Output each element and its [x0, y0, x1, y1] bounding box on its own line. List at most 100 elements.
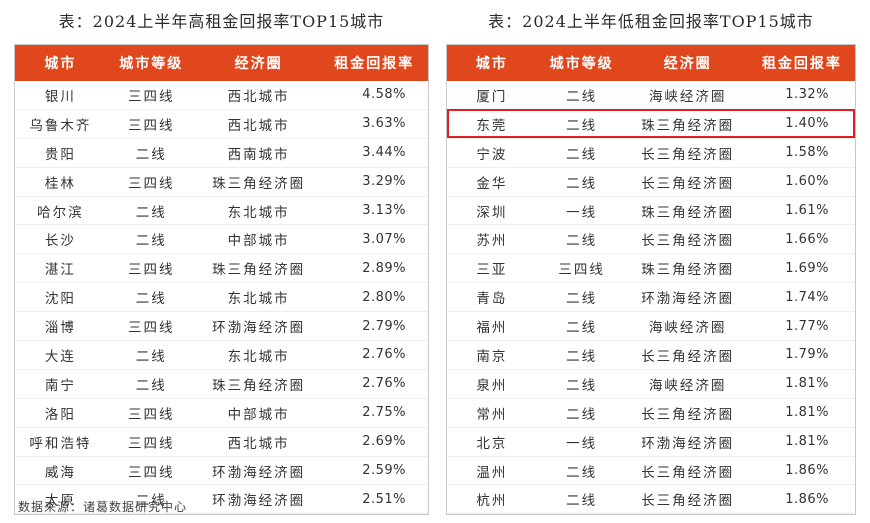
economic-zone-cell: 中部城市 — [227, 233, 290, 250]
table-row: 杭州 二线 长三角经济圈 1.86% — [447, 485, 855, 514]
city-cell: 哈尔滨 — [37, 204, 84, 221]
tier-cell: 三四线 — [128, 262, 175, 279]
economic-zone-cell: 长三角经济圈 — [641, 406, 735, 423]
city-cell: 金华 — [476, 175, 508, 192]
rent-return-cell: 3.44% — [362, 145, 406, 161]
economic-zone-cell: 环渤海经济圈 — [641, 435, 735, 452]
rent-return-cell: 1.81% — [785, 376, 829, 392]
city-cell: 福州 — [476, 320, 508, 337]
city-cell: 东莞 — [476, 117, 508, 134]
table-row: 哈尔滨 二线 东北城市 3.13% — [15, 196, 428, 225]
tier-cell: 三四线 — [128, 406, 175, 423]
table-row: 沈阳 二线 东北城市 2.80% — [15, 283, 428, 312]
city-cell: 南宁 — [44, 377, 76, 394]
tier-cell: 二线 — [135, 233, 167, 250]
table-row: 银川 三四线 西北城市 4.58% — [15, 81, 428, 110]
tier-cell: 二线 — [566, 320, 598, 337]
table-row: 青岛 二线 环渤海经济圈 1.74% — [447, 283, 855, 312]
rent-return-cell: 1.86% — [785, 463, 829, 479]
table-row: 三亚 三四线 珠三角经济圈 1.69% — [447, 254, 855, 283]
city-cell: 呼和浩特 — [29, 435, 92, 452]
economic-zone-cell: 长三角经济圈 — [641, 233, 735, 250]
tier-cell: 三四线 — [128, 88, 175, 105]
economic-zone-cell: 西北城市 — [227, 88, 290, 105]
rent-return-cell: 2.51% — [362, 491, 406, 507]
rent-return-cell: 1.60% — [785, 174, 829, 190]
rent-return-cell: 2.69% — [362, 434, 406, 450]
data-source-note: 数据来源：诸葛数据研究中心 — [18, 500, 188, 514]
high-rent-return-panel: 表：2024上半年高租金回报率TOP15城市 城市 城市等级 经济圈 租金回报率 银川… — [14, 0, 429, 516]
economic-zone-cell: 长三角经济圈 — [641, 464, 735, 481]
economic-zone-cell: 长三角经济圈 — [641, 175, 735, 192]
table-row: 常州 二线 长三角经济圈 1.81% — [447, 398, 855, 428]
economic-zone-cell: 环渤海经济圈 — [212, 493, 306, 510]
rent-return-cell: 3.07% — [362, 231, 406, 247]
rent-return-cell: 1.69% — [785, 260, 829, 276]
table-row: 南宁 二线 珠三角经济圈 2.76% — [15, 369, 428, 399]
economic-zone-cell: 海峡经济圈 — [648, 88, 727, 105]
table-row: 温州 二线 长三角经济圈 1.86% — [447, 456, 855, 485]
rent-return-cell: 2.76% — [362, 347, 406, 363]
rent-return-cell: 3.29% — [362, 174, 406, 190]
table-row: 金华 二线 长三角经济圈 1.60% — [447, 167, 855, 197]
city-cell: 贵阳 — [44, 146, 76, 163]
rent-return-cell: 2.76% — [362, 376, 406, 392]
rent-return-cell: 1.77% — [785, 318, 829, 334]
table-row: 洛阳 三四线 中部城市 2.75% — [15, 398, 428, 428]
rent-return-cell: 3.13% — [362, 203, 406, 218]
tier-cell: 二线 — [566, 117, 598, 134]
tier-cell: 一线 — [566, 204, 598, 221]
rent-return-cell: 1.40% — [785, 116, 829, 132]
economic-zone-cell: 中部城市 — [227, 406, 290, 423]
economic-zone-cell: 珠三角经济圈 — [212, 175, 306, 192]
table-row: 东莞 二线 珠三角经济圈 1.40% — [447, 109, 855, 139]
table-row: 呼和浩特 三四线 西北城市 2.69% — [15, 427, 428, 457]
economic-zone-cell: 东北城市 — [227, 348, 290, 365]
low-rent-return-table: 城市 城市等级 经济圈 租金回报率 厦门 二线 海峡经济圈 1.32% 东莞 二线 珠三角经济圈 1… — [447, 45, 855, 514]
city-cell: 厦门 — [476, 88, 508, 105]
city-cell: 温州 — [476, 464, 508, 481]
city-cell: 杭州 — [476, 493, 508, 510]
tier-cell: 二线 — [566, 377, 598, 394]
rent-return-cell: 1.74% — [785, 289, 829, 305]
tier-cell: 二线 — [135, 348, 167, 365]
city-cell: 南京 — [476, 348, 508, 365]
low-rent-return-panel: 表：2024上半年低租金回报率TOP15城市 城市 城市等级 经济圈 租金回报率 厦门… — [446, 0, 856, 516]
column-header: 城市等级 — [105, 45, 197, 81]
economic-zone-cell: 东北城市 — [227, 204, 290, 221]
rent-return-cell: 1.81% — [785, 434, 829, 450]
table-row: 乌鲁木齐 三四线 西北城市 3.63% — [15, 109, 428, 139]
city-cell: 苏州 — [476, 233, 508, 250]
low-table-title: 表：2024上半年低租金回报率TOP15城市 — [488, 12, 814, 31]
rent-return-cell: 1.66% — [785, 231, 829, 247]
city-cell: 太原 — [44, 493, 76, 510]
rent-return-cell: 1.79% — [785, 347, 829, 363]
rent-return-cell: 1.61% — [785, 203, 829, 218]
high-table-title: 表：2024上半年高租金回报率TOP15城市 — [58, 12, 385, 31]
table-row: 威海 三四线 环渤海经济圈 2.59% — [15, 456, 428, 485]
tier-cell: 二线 — [135, 377, 167, 394]
economic-zone-cell: 长三角经济圈 — [641, 493, 735, 510]
table-row: 淄博 三四线 环渤海经济圈 2.79% — [15, 312, 428, 341]
table-row: 南京 二线 长三角经济圈 1.79% — [447, 341, 855, 370]
table-row: 泉州 二线 海峡经济圈 1.81% — [447, 369, 855, 399]
table-row: 太原 二线 环渤海经济圈 2.51% — [15, 485, 428, 514]
rent-return-cell: 2.89% — [362, 260, 406, 276]
city-cell: 洛阳 — [44, 406, 76, 423]
city-cell: 常州 — [476, 406, 508, 423]
city-cell: 长沙 — [44, 233, 76, 250]
table-row: 厦门 二线 海峡经济圈 1.32% — [447, 81, 855, 110]
rent-return-cell: 1.58% — [785, 145, 829, 161]
table-row: 桂林 三四线 珠三角经济圈 3.29% — [15, 167, 428, 197]
column-header: 租金回报率 — [320, 45, 428, 81]
economic-zone-cell: 西北城市 — [227, 117, 290, 134]
city-cell: 深圳 — [476, 204, 508, 221]
economic-zone-cell: 西北城市 — [227, 435, 290, 452]
rent-return-cell: 2.59% — [362, 463, 406, 479]
low-table-frame: 城市 城市等级 经济圈 租金回报率 厦门 二线 海峡经济圈 1.32% 东莞 二线 珠三角经济圈 1… — [446, 44, 856, 516]
high-rent-return-table: 城市 城市等级 经济圈 租金回报率 银川 三四线 西北城市 4.58% 乌鲁木齐 三四线 西北城市… — [15, 45, 428, 514]
economic-zone-cell: 珠三角经济圈 — [212, 262, 306, 279]
city-cell: 威海 — [44, 464, 76, 481]
table-row: 长沙 二线 中部城市 3.07% — [15, 225, 428, 254]
tier-cell: 二线 — [566, 146, 598, 163]
